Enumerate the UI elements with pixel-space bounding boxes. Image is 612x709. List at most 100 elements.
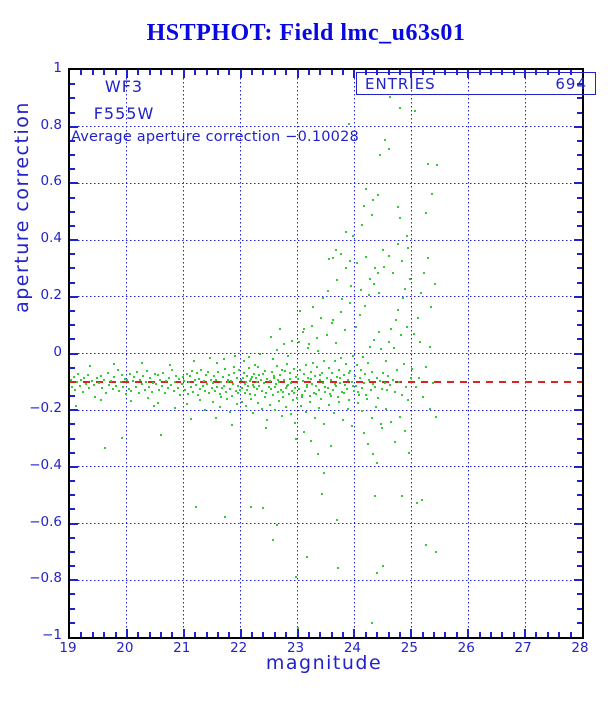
x-tick (103, 70, 106, 75)
scatter-point (126, 378, 129, 381)
scatter-point (369, 388, 372, 391)
entries-label: ENTRIES (365, 74, 436, 93)
x-tick (364, 632, 367, 637)
scatter-point (370, 213, 373, 216)
scatter-point (261, 372, 264, 375)
scatter-point (280, 415, 283, 418)
scatter-point (259, 353, 261, 356)
scatter-point (115, 385, 118, 388)
scatter-point (331, 319, 334, 322)
scatter-point (118, 389, 121, 392)
scatter-point (251, 375, 254, 378)
scatter-point (113, 376, 116, 379)
scatter-point (392, 347, 395, 350)
scatter-point (322, 382, 325, 385)
scatter-point (104, 391, 107, 394)
scatter-point (267, 386, 270, 389)
scatter-point (223, 516, 226, 519)
scatter-point (316, 366, 319, 369)
scatter-point (281, 390, 284, 393)
scatter-point (354, 325, 357, 328)
y-tick (577, 324, 582, 327)
scatter-point (83, 377, 86, 380)
y-tick (577, 366, 582, 369)
scatter-point (335, 375, 338, 378)
scatter-point (383, 266, 386, 269)
scatter-point (277, 379, 280, 382)
scatter-point (349, 259, 352, 262)
scatter-point (368, 294, 371, 297)
scatter-point (374, 494, 377, 497)
scatter-point (112, 363, 115, 366)
scatter-point (269, 404, 272, 407)
scatter-point (248, 367, 251, 370)
y-tick (70, 97, 75, 100)
y-tick (577, 154, 582, 157)
scatter-point (285, 406, 288, 409)
scatter-point (348, 302, 351, 305)
scatter-point (336, 279, 339, 282)
y-tick (70, 423, 75, 426)
scatter-point (369, 278, 372, 281)
scatter-point (122, 385, 125, 388)
scatter-point (265, 392, 268, 395)
scatter-point (187, 381, 190, 384)
scatter-point (394, 319, 397, 322)
x-tick (546, 632, 549, 637)
scatter-point (146, 397, 149, 400)
scatter-point (387, 148, 390, 151)
x-tick (330, 70, 333, 75)
scatter-point (252, 412, 255, 415)
scatter-point (322, 423, 325, 426)
scatter-point (376, 397, 379, 400)
y-tick (577, 423, 582, 426)
scatter-point (202, 380, 205, 383)
x-tick (251, 70, 254, 75)
scatter-point (377, 331, 380, 334)
x-tick (137, 632, 140, 637)
x-tick-label: 21 (173, 640, 191, 656)
scatter-point (92, 384, 95, 387)
scatter-point (302, 331, 305, 334)
y-tick (70, 324, 75, 327)
scatter-point (402, 363, 405, 366)
scatter-point (347, 378, 350, 381)
scatter-plot: WF3 F555W Average aperture correction −0… (68, 68, 596, 639)
scatter-point (172, 389, 175, 392)
scatter-point (108, 383, 111, 386)
scatter-point (256, 387, 259, 390)
scatter-point (362, 432, 365, 435)
x-tick (125, 629, 128, 637)
scatter-point (94, 396, 97, 399)
scatter-point (420, 291, 422, 294)
y-tick (577, 607, 582, 610)
scatter-point (426, 256, 429, 259)
scatter-point (252, 373, 255, 376)
scatter-point (381, 249, 384, 252)
y-tick (577, 210, 582, 213)
scatter-point (330, 379, 333, 382)
scatter-point (388, 340, 391, 343)
scatter-point (271, 538, 274, 541)
scatter-point (310, 378, 313, 380)
y-axis-title: aperture correction (11, 101, 33, 313)
scatter-point (299, 404, 302, 407)
scatter-point (414, 385, 417, 388)
x-tick (205, 632, 208, 637)
scatter-point (387, 374, 389, 377)
scatter-point (236, 403, 239, 406)
scatter-point (350, 381, 353, 384)
scatter-point (179, 393, 182, 396)
x-tick (251, 632, 254, 637)
x-tick (512, 632, 515, 637)
scatter-point (272, 394, 275, 397)
scatter-point (314, 375, 317, 378)
scatter-point (290, 339, 293, 342)
scatter-point (229, 379, 232, 382)
scatter-point (355, 262, 358, 265)
scatter-point (366, 362, 369, 365)
scatter-point (274, 385, 277, 388)
entries-value: 694 (555, 74, 587, 93)
scatter-point (385, 388, 388, 391)
scatter-point (217, 370, 220, 373)
